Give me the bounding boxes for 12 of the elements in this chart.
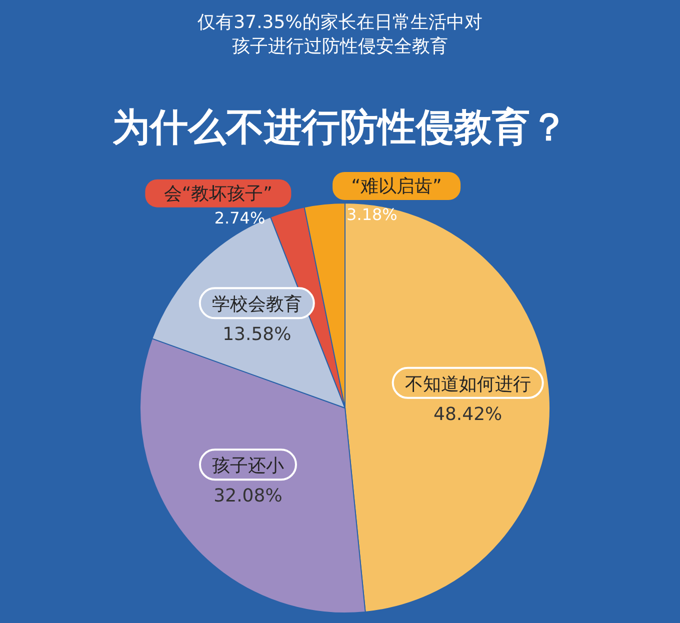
slice-label: 孩子还小 <box>212 456 284 477</box>
slice-label: 学校会教育 <box>212 294 302 316</box>
chart-title: 为什么不进行防性侵教育？ <box>112 105 568 149</box>
data-label: 32.08% <box>214 486 282 507</box>
data-label: 2.74% <box>214 208 266 228</box>
data-label: 3.18% <box>346 205 398 224</box>
slice-label: 不知道如何进行 <box>404 374 531 395</box>
data-label: 13.58% <box>222 324 292 346</box>
data-label: 48.42% <box>434 404 502 425</box>
slice-label: “难以启齿” <box>351 176 442 198</box>
slice-label: 会“教坏孩子” <box>164 183 273 204</box>
chart-subtitle: 仅有37.35%的家长在日常生活中对孩子进行过防性侵安全教育 <box>198 12 482 57</box>
